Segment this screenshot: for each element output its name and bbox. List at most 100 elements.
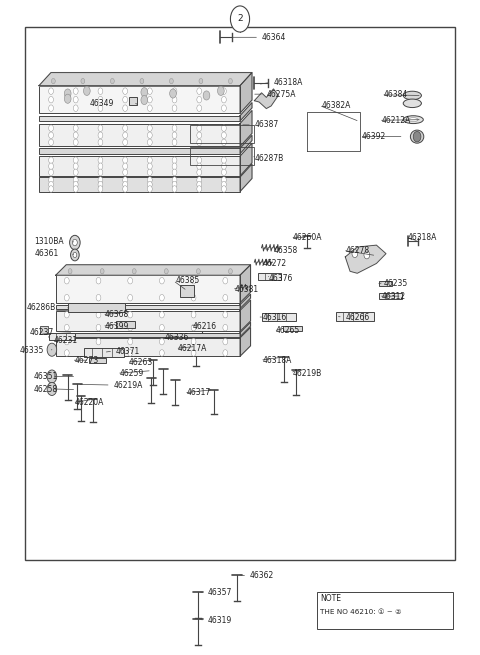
Bar: [379, 282, 392, 286]
Text: 46368: 46368: [105, 310, 129, 319]
Circle shape: [197, 132, 202, 138]
Circle shape: [140, 79, 144, 84]
Text: 2: 2: [237, 14, 243, 24]
Bar: [56, 275, 240, 303]
Polygon shape: [240, 103, 252, 121]
Circle shape: [147, 139, 152, 145]
Text: 46351: 46351: [33, 372, 58, 381]
Circle shape: [172, 157, 177, 164]
Text: 46362: 46362: [250, 571, 274, 580]
Circle shape: [73, 132, 78, 138]
Bar: [40, 326, 48, 334]
Circle shape: [48, 139, 53, 145]
Circle shape: [98, 169, 103, 176]
Polygon shape: [240, 322, 251, 337]
Circle shape: [197, 169, 202, 176]
Circle shape: [172, 105, 177, 111]
Circle shape: [222, 163, 226, 170]
Circle shape: [98, 186, 103, 192]
Circle shape: [222, 181, 226, 188]
Circle shape: [228, 79, 232, 84]
Circle shape: [172, 181, 177, 188]
Circle shape: [228, 269, 232, 274]
Circle shape: [123, 88, 128, 94]
Circle shape: [73, 96, 78, 103]
Bar: [39, 124, 240, 147]
Circle shape: [48, 163, 53, 170]
Circle shape: [222, 139, 226, 145]
Bar: [39, 177, 240, 191]
Text: 46231: 46231: [53, 336, 77, 345]
Circle shape: [64, 278, 69, 284]
Text: 46287B: 46287B: [254, 155, 284, 163]
Text: 46220A: 46220A: [75, 398, 104, 407]
Circle shape: [98, 163, 103, 170]
Circle shape: [141, 88, 148, 97]
Text: 46371: 46371: [116, 346, 140, 356]
Text: 46361: 46361: [34, 249, 59, 258]
Circle shape: [123, 181, 128, 188]
Text: 46318A: 46318A: [274, 78, 303, 87]
Circle shape: [197, 105, 202, 111]
Circle shape: [71, 249, 79, 261]
Text: 46335: 46335: [20, 346, 44, 355]
Circle shape: [230, 6, 250, 32]
Circle shape: [123, 132, 128, 138]
Text: 46266: 46266: [345, 312, 370, 322]
Circle shape: [172, 96, 177, 103]
Circle shape: [73, 163, 78, 170]
Circle shape: [147, 105, 152, 111]
Circle shape: [172, 139, 177, 145]
Circle shape: [64, 89, 71, 98]
Circle shape: [128, 350, 132, 356]
Bar: [24, 27, 456, 559]
Circle shape: [98, 181, 103, 188]
Text: 46399: 46399: [105, 322, 130, 331]
Circle shape: [48, 88, 53, 94]
Circle shape: [96, 311, 101, 318]
Circle shape: [98, 132, 103, 138]
Circle shape: [96, 278, 101, 284]
Circle shape: [197, 96, 202, 103]
Circle shape: [199, 79, 203, 84]
Circle shape: [100, 269, 104, 274]
Ellipse shape: [403, 99, 421, 107]
Circle shape: [172, 132, 177, 138]
Text: THE NO 46210: ① ~ ②: THE NO 46210: ① ~ ②: [321, 608, 402, 614]
Circle shape: [98, 157, 103, 164]
Text: 46286B: 46286B: [27, 303, 56, 312]
Circle shape: [96, 324, 101, 331]
Circle shape: [128, 324, 132, 331]
Circle shape: [147, 125, 152, 132]
Circle shape: [223, 339, 228, 345]
Circle shape: [147, 88, 152, 94]
Text: 46217A: 46217A: [178, 344, 207, 353]
Text: 46385: 46385: [175, 276, 200, 285]
Circle shape: [222, 169, 226, 176]
Circle shape: [191, 350, 196, 356]
Circle shape: [98, 139, 103, 145]
Polygon shape: [240, 328, 251, 356]
Circle shape: [47, 370, 57, 383]
Circle shape: [48, 125, 53, 132]
Bar: [283, 326, 302, 331]
Bar: [190, 147, 254, 166]
Circle shape: [68, 269, 72, 274]
Circle shape: [172, 169, 177, 176]
Text: NOTE: NOTE: [321, 594, 341, 603]
Text: 46358: 46358: [274, 246, 298, 255]
Circle shape: [197, 125, 202, 132]
Circle shape: [128, 295, 132, 301]
Circle shape: [64, 94, 71, 103]
Circle shape: [222, 125, 226, 132]
Bar: [336, 312, 374, 321]
Circle shape: [123, 139, 128, 145]
Text: 46278: 46278: [345, 246, 370, 255]
Bar: [317, 591, 453, 629]
Circle shape: [172, 88, 177, 94]
Text: 46336: 46336: [164, 333, 189, 343]
Circle shape: [123, 96, 128, 103]
Circle shape: [222, 157, 226, 164]
Polygon shape: [56, 265, 251, 275]
Polygon shape: [240, 73, 252, 113]
